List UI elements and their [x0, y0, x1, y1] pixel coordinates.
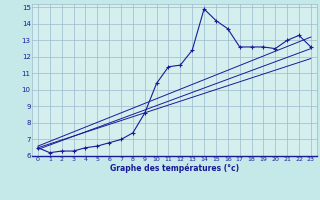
X-axis label: Graphe des températures (°c): Graphe des températures (°c)	[110, 164, 239, 173]
